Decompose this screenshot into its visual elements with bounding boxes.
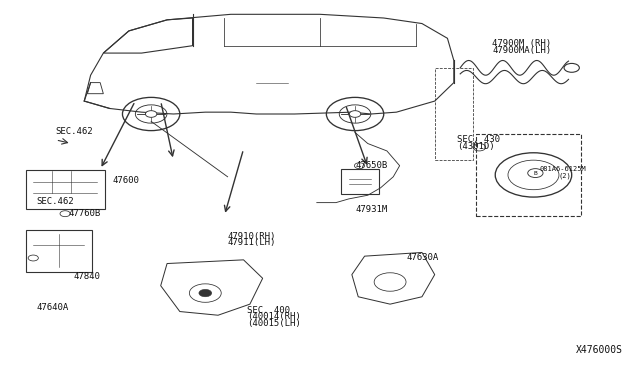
Text: 47760B: 47760B [68, 209, 100, 218]
Text: (2): (2) [559, 172, 572, 179]
Text: SEC. 430: SEC. 430 [457, 135, 500, 144]
Text: 47650B: 47650B [355, 161, 387, 170]
Text: X476000S: X476000S [576, 345, 623, 355]
Circle shape [145, 111, 157, 117]
Text: 081A6-6125M: 081A6-6125M [540, 166, 587, 172]
Text: 47640A: 47640A [36, 303, 68, 312]
Text: 47900MA(LH): 47900MA(LH) [492, 46, 551, 55]
Text: 47600: 47600 [113, 176, 140, 185]
Text: (4301D): (4301D) [457, 142, 495, 151]
Text: 47931M: 47931M [355, 205, 387, 215]
Text: 47840: 47840 [74, 272, 101, 281]
Text: SEC.462: SEC.462 [36, 197, 74, 206]
Text: 47900M (RH): 47900M (RH) [492, 39, 551, 48]
Text: SEC. 400: SEC. 400 [246, 306, 290, 315]
Text: (40015(LH): (40015(LH) [246, 318, 300, 328]
Circle shape [199, 289, 212, 297]
Text: 47630A: 47630A [406, 253, 438, 263]
Text: 47910(RH): 47910(RH) [228, 232, 276, 241]
Text: (40014(RH): (40014(RH) [246, 312, 300, 321]
Text: B: B [534, 171, 537, 176]
Text: 47911(LH): 47911(LH) [228, 238, 276, 247]
Circle shape [349, 111, 361, 117]
Text: SEC.462: SEC.462 [56, 127, 93, 136]
